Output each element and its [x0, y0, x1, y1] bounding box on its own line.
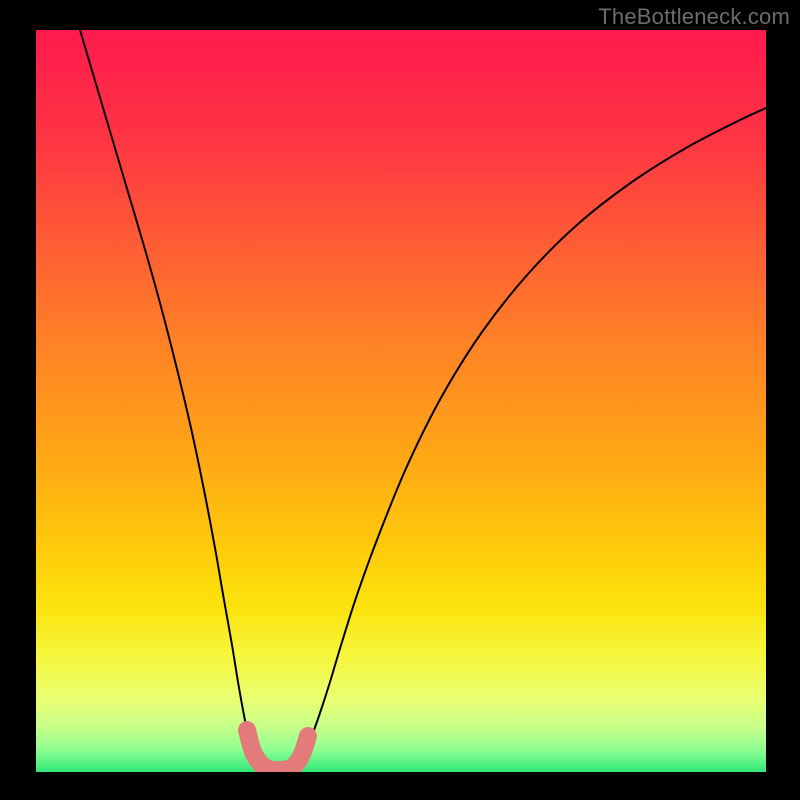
bottleneck-marker [247, 730, 308, 770]
chart-curve-layer [36, 30, 766, 772]
bottleneck-curve [80, 30, 766, 772]
chart-plot-area [36, 30, 766, 772]
attribution-text: TheBottleneck.com [598, 4, 790, 30]
